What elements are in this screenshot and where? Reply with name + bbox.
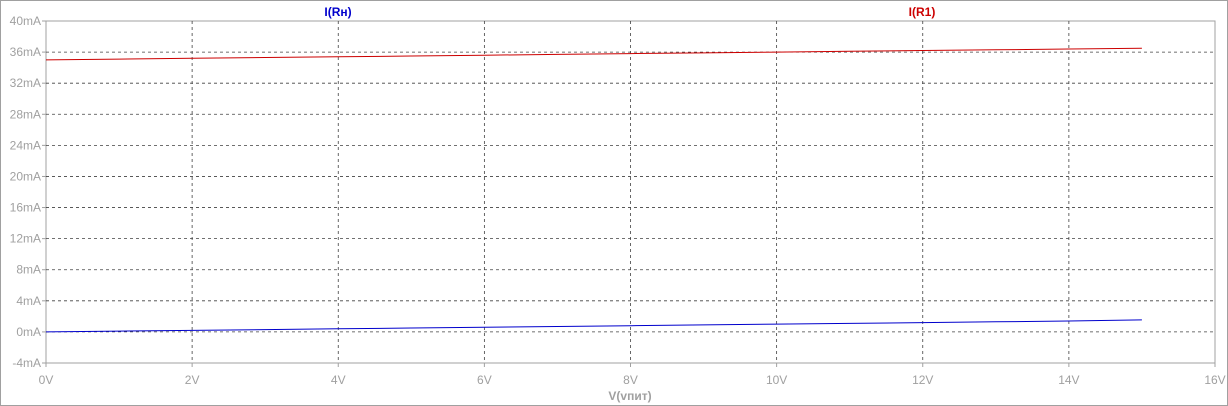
y-tick-label: 24mA (10, 138, 41, 152)
y-tick-label: 32mA (10, 76, 41, 90)
x-tick-label: 12V (912, 373, 933, 387)
y-tick-label: 28mA (10, 107, 41, 121)
grid (46, 21, 1215, 363)
x-tick-label: 8V (623, 373, 638, 387)
legend-series-1: I(R1) (909, 5, 936, 19)
x-tick-label: 6V (477, 373, 492, 387)
y-tick-label: -4mA (12, 356, 41, 370)
x-tick-label: 0V (39, 373, 54, 387)
x-tick-label: 14V (1058, 373, 1079, 387)
series-line-0 (45, 319, 1142, 333)
y-tick-label: 36mA (10, 45, 41, 59)
series-line-1 (45, 47, 1142, 61)
y-tick-label: 16mA (10, 201, 41, 215)
y-tick-label: 8mA (16, 263, 41, 277)
y-tick-label: 20mA (10, 169, 41, 183)
series-layer (45, 47, 1142, 333)
y-tick-label: 12mA (10, 232, 41, 246)
x-axis-label: V(vпит) (608, 389, 651, 403)
legend-series-0: I(Rн) (324, 5, 351, 19)
x-tick-label: 4V (331, 373, 346, 387)
x-axis-ticks: 0V 2V 4V 6V 8V 10V 12V 14V 16V (39, 363, 1226, 387)
y-axis-ticks: -4mA 0mA 4mA 8mA 12mA 16mA 20mA 24mA 28mA 32mA 36m… (10, 14, 46, 370)
y-tick-label: 40mA (10, 14, 41, 28)
y-tick-label: 0mA (16, 325, 41, 339)
x-tick-label: 16V (1204, 373, 1225, 387)
y-tick-label: 4mA (16, 294, 41, 308)
x-tick-label: 2V (185, 373, 200, 387)
x-tick-label: 10V (766, 373, 787, 387)
